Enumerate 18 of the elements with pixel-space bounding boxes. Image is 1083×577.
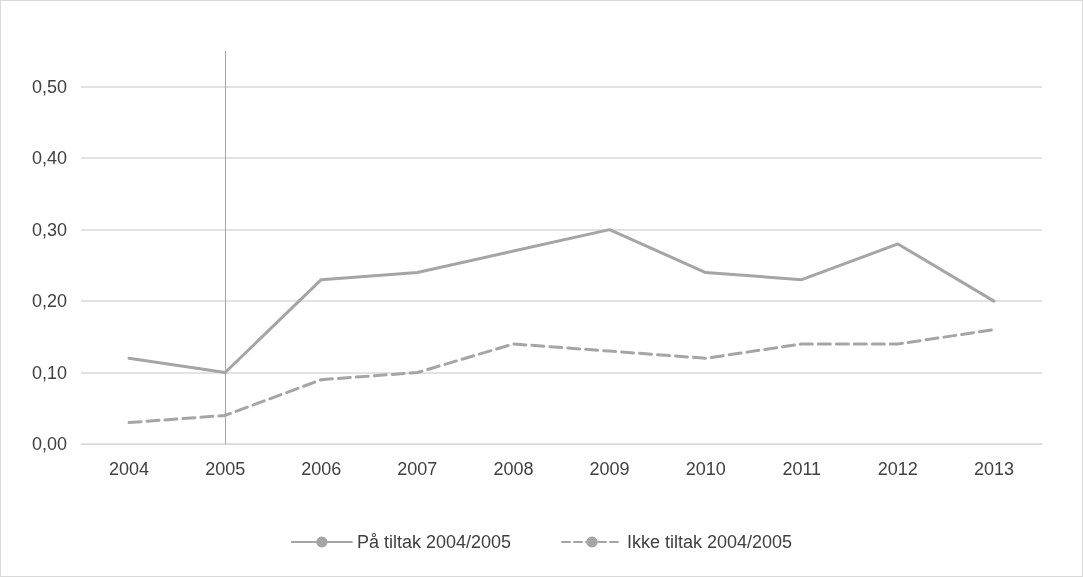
x-tick-label: 2006 [301, 459, 342, 479]
x-tick-label: 2012 [877, 459, 918, 479]
y-tick-label: 0,20 [31, 291, 67, 312]
x-tick-label: 2007 [397, 459, 438, 479]
y-tick-label: 0,50 [31, 76, 67, 97]
x-tick-label: 2013 [973, 459, 1014, 479]
x-tick-label: 2010 [685, 459, 726, 479]
legend-label: Ikke tiltak 2004/2005 [627, 532, 793, 552]
y-tick-label: 0,30 [31, 219, 67, 240]
x-tick-label: 2004 [109, 459, 150, 479]
y-tick-label: 0,10 [31, 362, 67, 383]
x-tick-label: 2008 [493, 459, 534, 479]
legend-label: På tiltak 2004/2005 [356, 532, 512, 552]
y-tick-label: 0,00 [31, 434, 67, 454]
x-tick-label: 2011 [782, 459, 822, 479]
x-tick-label: 2005 [205, 459, 246, 479]
x-tick-label: 2009 [589, 459, 630, 479]
y-tick-label: 0,40 [31, 148, 67, 169]
